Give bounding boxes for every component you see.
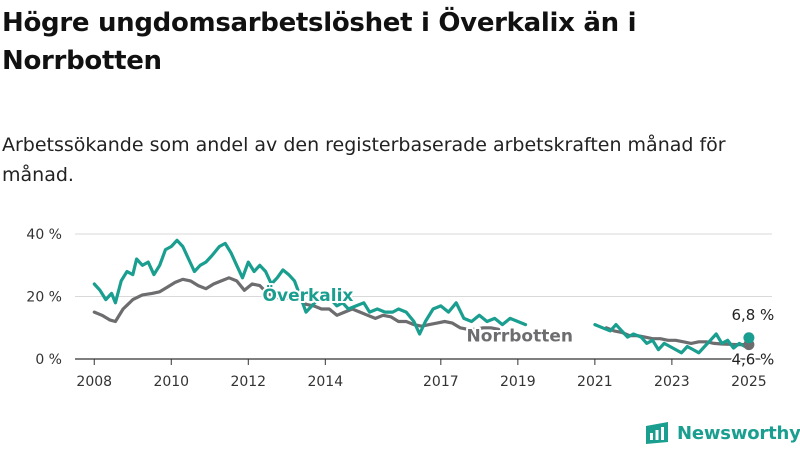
series-line-overkalix-2 [593, 323, 751, 355]
x-tick-label: 2008 [76, 374, 112, 390]
newsworthy-logo: Newsworthy [644, 420, 800, 446]
y-tick-label: 40 % [26, 227, 62, 243]
x-tick-label: 2025 [731, 374, 767, 390]
series-line-norrbotten-1 [92, 276, 501, 331]
end-value-label-norrbotten: 4,6 % [731, 351, 774, 369]
brand-name: Newsworthy [677, 422, 800, 444]
series-line-overkalix-1 [92, 238, 528, 336]
x-tick-label: 2014 [307, 374, 343, 390]
chart-subtitle: Arbetssökande som andel av den registerb… [2, 134, 726, 186]
y-tick-label: 20 % [26, 290, 62, 306]
series-label-overkalix: Överkalix [263, 284, 354, 306]
x-tick-label: 2021 [577, 374, 613, 390]
series-label-norrbotten: Norrbotten [467, 327, 573, 347]
end-value-label-overkalix: 6,8 % [731, 306, 774, 324]
x-tick-label: 2010 [153, 374, 189, 390]
end-point-overkalix [743, 332, 755, 344]
x-tick-label: 2019 [500, 374, 536, 390]
y-tick-label: 0 % [35, 352, 62, 368]
newsworthy-logo-icon [646, 422, 668, 444]
x-tick-label: 2017 [423, 374, 459, 390]
x-tick-label: 2012 [230, 374, 266, 390]
chart-title: Högre ungdomsarbetslöshet i Överkalix än… [2, 8, 637, 76]
x-tick-label: 2023 [654, 374, 690, 390]
